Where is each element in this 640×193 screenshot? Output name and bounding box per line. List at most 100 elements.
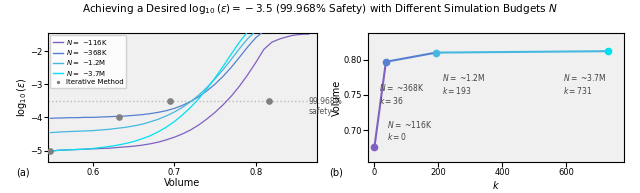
Y-axis label: Volume: Volume (332, 79, 342, 116)
$N =$ ~3.7M (146, 135, 154, 137)
$N =$ ~368K (220, 75, 227, 77)
$N =$ ~1.2M (268, 24, 276, 26)
$N =$ ~1.2M (203, 86, 211, 89)
$N =$ ~3.7M (113, 144, 121, 146)
$N =$ ~3.7M (122, 142, 129, 145)
$N =$ ~3.7M (81, 148, 88, 150)
$N =$ ~368K (122, 115, 129, 117)
$N =$ ~1.2M (236, 47, 243, 50)
$N =$ ~3.7M (236, 41, 243, 43)
$N =$ ~3.7M (244, 31, 252, 33)
$N =$ ~116K (227, 95, 235, 97)
$N =$ ~368K (252, 37, 260, 39)
$N =$ ~368K (89, 116, 97, 119)
$N =$ ~116K (244, 74, 252, 76)
$N =$ ~116K (179, 133, 186, 135)
$N =$ ~116K (284, 35, 292, 38)
Text: $N =$ ~368K
$k = 36$: $N =$ ~368K $k = 36$ (379, 82, 425, 106)
Line: $N =$ ~1.2M: $N =$ ~1.2M (51, 21, 308, 133)
$N =$ ~368K (105, 116, 113, 118)
$N =$ ~1.2M (179, 106, 186, 109)
$N =$ ~116K (170, 136, 178, 138)
$N =$ ~368K (284, 24, 292, 26)
$N =$ ~3.7M (56, 149, 64, 151)
$N =$ ~1.2M (220, 69, 227, 71)
$N =$ ~368K (97, 116, 105, 118)
$N =$ ~3.7M (47, 150, 54, 152)
$N =$ ~3.7M (289, 17, 296, 19)
$N =$ ~3.7M (130, 140, 138, 143)
$N =$ ~1.2M (244, 38, 252, 40)
$N =$ ~368K (236, 56, 243, 58)
Line: $N =$ ~368K: $N =$ ~368K (51, 24, 308, 118)
$N =$ ~368K (292, 23, 300, 25)
$N =$ ~1.2M (105, 128, 113, 130)
$N =$ ~1.2M (187, 101, 195, 103)
$N =$ ~368K (154, 111, 162, 113)
$N =$ ~368K (113, 115, 121, 118)
$N =$ ~3.7M (301, 16, 308, 19)
$N =$ ~3.7M (73, 148, 81, 151)
$N =$ ~116K (73, 148, 81, 151)
$N =$ ~1.2M (163, 115, 170, 117)
Legend: $N =$ ~116K, $N =$ ~368K, $N =$ ~1.2M, $N =$ ~3.7M, Iterative Method: $N =$ ~116K, $N =$ ~368K, $N =$ ~1.2M, $… (50, 35, 127, 88)
$N =$ ~3.7M (97, 146, 105, 149)
$N =$ ~116K (81, 148, 88, 150)
Y-axis label: $\log_{10}(\epsilon)$: $\log_{10}(\epsilon)$ (15, 78, 29, 117)
$N =$ ~116K (289, 34, 296, 37)
$N =$ ~116K (105, 147, 113, 149)
$N =$ ~3.7M (268, 19, 276, 21)
$N =$ ~1.2M (89, 130, 97, 132)
$N =$ ~368K (244, 46, 252, 48)
$N =$ ~1.2M (56, 131, 64, 133)
$N =$ ~368K (276, 25, 284, 27)
$N =$ ~3.7M (89, 147, 97, 150)
$N =$ ~368K (65, 117, 72, 119)
$N =$ ~368K (47, 117, 54, 119)
$N =$ ~368K (130, 114, 138, 117)
$N =$ ~368K (289, 23, 296, 26)
$N =$ ~1.2M (138, 123, 145, 125)
$N =$ ~1.2M (276, 23, 284, 25)
$N =$ ~1.2M (65, 130, 72, 133)
$N =$ ~1.2M (195, 94, 202, 96)
$N =$ ~116K (163, 139, 170, 141)
$N =$ ~368K (260, 30, 268, 32)
$N =$ ~3.7M (292, 17, 300, 19)
$N =$ ~368K (203, 90, 211, 92)
$N =$ ~116K (113, 146, 121, 149)
$N =$ ~116K (236, 85, 243, 87)
$N =$ ~1.2M (154, 118, 162, 120)
Line: $N =$ ~3.7M: $N =$ ~3.7M (51, 18, 308, 151)
$N =$ ~116K (47, 150, 54, 152)
$N =$ ~116K (297, 33, 305, 36)
$N =$ ~116K (65, 149, 72, 151)
$N =$ ~3.7M (179, 114, 186, 116)
$N =$ ~116K (130, 145, 138, 147)
$N =$ ~368K (187, 100, 195, 103)
Text: Achieving a Desired $\log_{10}(\epsilon) = -3.5$ (99.968% Safety) with Different: Achieving a Desired $\log_{10}(\epsilon)… (82, 2, 558, 16)
$N =$ ~1.2M (227, 58, 235, 60)
$N =$ ~1.2M (211, 78, 219, 80)
$N =$ ~3.7M (211, 77, 219, 79)
$N =$ ~368K (211, 83, 219, 85)
Text: $N =$ ~1.2M
$k = 193$: $N =$ ~1.2M $k = 193$ (442, 72, 485, 96)
$N =$ ~3.7M (187, 106, 195, 109)
$N =$ ~368K (179, 104, 186, 107)
$N =$ ~116K (260, 48, 268, 51)
$N =$ ~116K (292, 34, 300, 36)
$N =$ ~3.7M (163, 126, 170, 129)
$N =$ ~1.2M (260, 26, 268, 28)
$N =$ ~116K (97, 147, 105, 150)
$N =$ ~116K (146, 143, 154, 145)
$N =$ ~3.7M (154, 131, 162, 133)
$N =$ ~3.7M (297, 17, 305, 19)
$N =$ ~368K (52, 117, 60, 119)
$N =$ ~116K (301, 33, 308, 35)
$N =$ ~368K (73, 117, 81, 119)
$N =$ ~116K (211, 111, 219, 113)
$N =$ ~3.7M (52, 149, 60, 152)
$N =$ ~116K (56, 149, 64, 151)
$N =$ ~3.7M (138, 138, 145, 140)
$N =$ ~1.2M (122, 126, 129, 129)
